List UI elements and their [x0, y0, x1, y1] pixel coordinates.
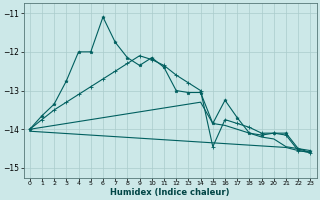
X-axis label: Humidex (Indice chaleur): Humidex (Indice chaleur)	[110, 188, 230, 197]
